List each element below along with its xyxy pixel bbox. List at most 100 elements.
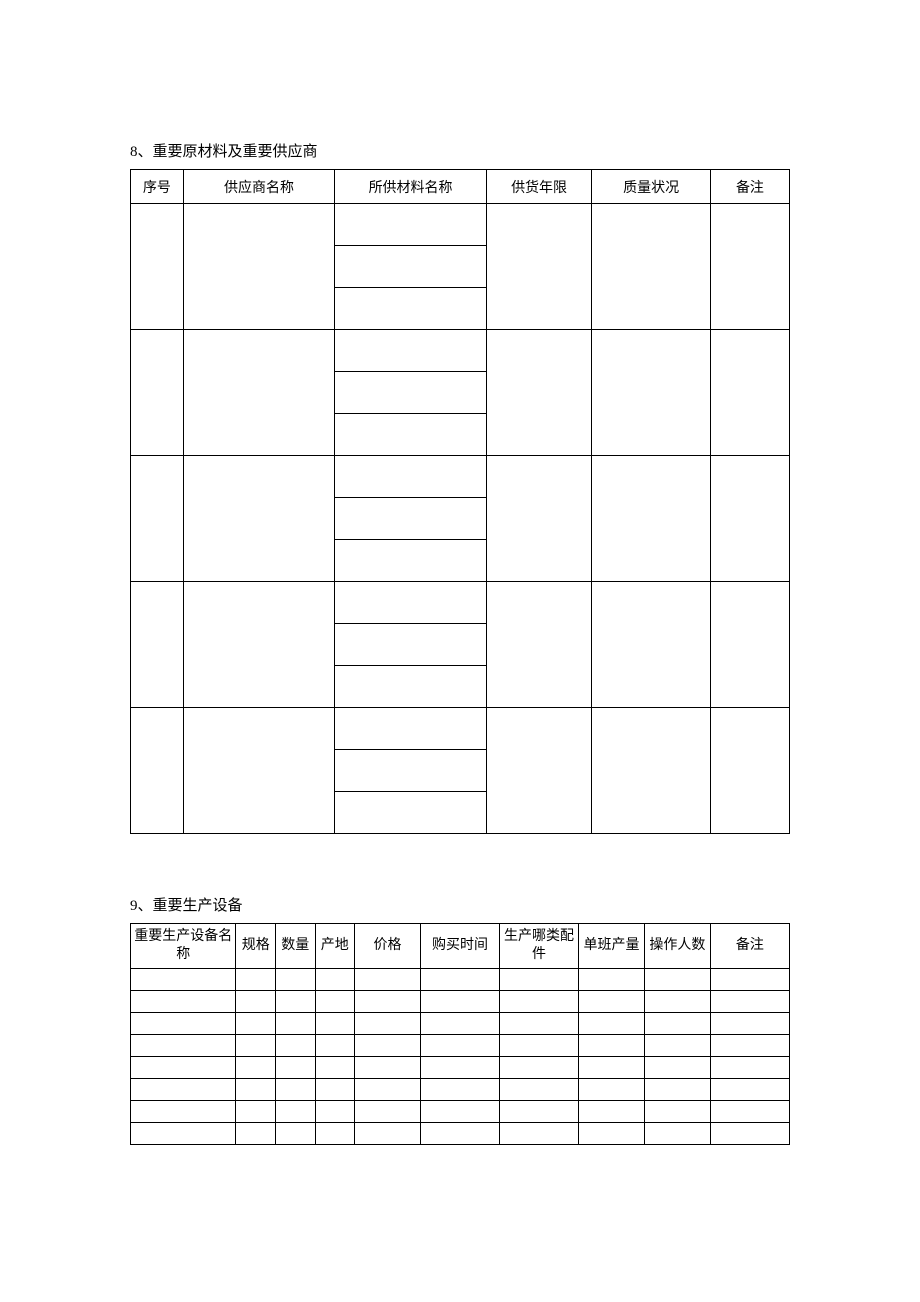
cell xyxy=(131,1101,236,1123)
cell xyxy=(710,1013,789,1035)
cell xyxy=(710,1035,789,1057)
table-row xyxy=(131,1057,790,1079)
cell xyxy=(315,991,355,1013)
cell-supplier-name xyxy=(183,204,335,330)
cell xyxy=(315,1079,355,1101)
section8-title: 8、重要原材料及重要供应商 xyxy=(130,140,790,161)
table-row xyxy=(131,1101,790,1123)
cell-supply-years xyxy=(486,456,591,582)
table-row xyxy=(131,582,790,624)
cell xyxy=(131,1035,236,1057)
table1-header-cell: 备注 xyxy=(710,170,789,204)
cell xyxy=(579,991,645,1013)
cell-material-name xyxy=(335,792,487,834)
table-row xyxy=(131,1013,790,1035)
table-suppliers: 序号供应商名称所供材料名称供货年限质量状况备注 xyxy=(130,169,790,834)
cell xyxy=(236,991,276,1013)
cell xyxy=(644,991,710,1013)
cell-seq xyxy=(131,204,184,330)
cell xyxy=(315,1123,355,1145)
cell xyxy=(500,1013,579,1035)
cell xyxy=(420,1057,499,1079)
cell xyxy=(275,1123,315,1145)
cell xyxy=(355,1079,421,1101)
cell xyxy=(236,1057,276,1079)
cell-material-name xyxy=(335,288,487,330)
cell-material-name xyxy=(335,204,487,246)
cell xyxy=(500,1079,579,1101)
cell xyxy=(644,1057,710,1079)
cell-remark xyxy=(710,708,789,834)
table-row xyxy=(131,708,790,750)
cell xyxy=(275,991,315,1013)
cell-material-name xyxy=(335,414,487,456)
cell-material-name xyxy=(335,540,487,582)
cell xyxy=(500,1057,579,1079)
cell xyxy=(355,969,421,991)
cell xyxy=(644,1013,710,1035)
cell xyxy=(500,1123,579,1145)
cell xyxy=(500,969,579,991)
cell xyxy=(355,1101,421,1123)
cell-quality xyxy=(592,708,711,834)
table-row xyxy=(131,204,790,246)
cell xyxy=(131,991,236,1013)
cell xyxy=(355,1035,421,1057)
cell-seq xyxy=(131,330,184,456)
cell xyxy=(579,1035,645,1057)
cell xyxy=(315,1101,355,1123)
table2-header-cell: 单班产量 xyxy=(579,924,645,969)
cell-material-name xyxy=(335,624,487,666)
cell-supplier-name xyxy=(183,582,335,708)
cell xyxy=(579,1013,645,1035)
cell xyxy=(710,969,789,991)
cell xyxy=(420,1123,499,1145)
cell-material-name xyxy=(335,666,487,708)
cell xyxy=(355,991,421,1013)
cell xyxy=(500,1035,579,1057)
cell xyxy=(275,1057,315,1079)
cell xyxy=(579,1057,645,1079)
cell xyxy=(236,1079,276,1101)
cell-supplier-name xyxy=(183,708,335,834)
cell-supply-years xyxy=(486,204,591,330)
table1-header-cell: 序号 xyxy=(131,170,184,204)
table1-header-cell: 供应商名称 xyxy=(183,170,335,204)
table-row xyxy=(131,330,790,372)
cell xyxy=(500,991,579,1013)
cell-supply-years xyxy=(486,708,591,834)
cell-quality xyxy=(592,330,711,456)
cell xyxy=(355,1013,421,1035)
cell xyxy=(355,1123,421,1145)
cell xyxy=(131,1057,236,1079)
cell-material-name xyxy=(335,330,487,372)
cell xyxy=(275,969,315,991)
cell-seq xyxy=(131,582,184,708)
cell-supply-years xyxy=(486,582,591,708)
cell xyxy=(315,1013,355,1035)
table1-header-cell: 供货年限 xyxy=(486,170,591,204)
cell xyxy=(579,1123,645,1145)
cell xyxy=(579,1079,645,1101)
cell xyxy=(315,1035,355,1057)
cell-material-name xyxy=(335,708,487,750)
cell xyxy=(710,1079,789,1101)
table2-header-cell: 备注 xyxy=(710,924,789,969)
cell-quality xyxy=(592,456,711,582)
cell xyxy=(131,1079,236,1101)
cell xyxy=(275,1013,315,1035)
cell xyxy=(644,969,710,991)
cell xyxy=(644,1101,710,1123)
cell xyxy=(644,1079,710,1101)
table-row xyxy=(131,991,790,1013)
cell-material-name xyxy=(335,498,487,540)
cell xyxy=(275,1035,315,1057)
cell-remark xyxy=(710,456,789,582)
cell-supplier-name xyxy=(183,456,335,582)
section9-title: 9、重要生产设备 xyxy=(130,894,790,915)
cell xyxy=(236,1123,276,1145)
cell xyxy=(275,1079,315,1101)
cell-quality xyxy=(592,204,711,330)
table2-header-cell: 产地 xyxy=(315,924,355,969)
table2-header-cell: 数量 xyxy=(275,924,315,969)
